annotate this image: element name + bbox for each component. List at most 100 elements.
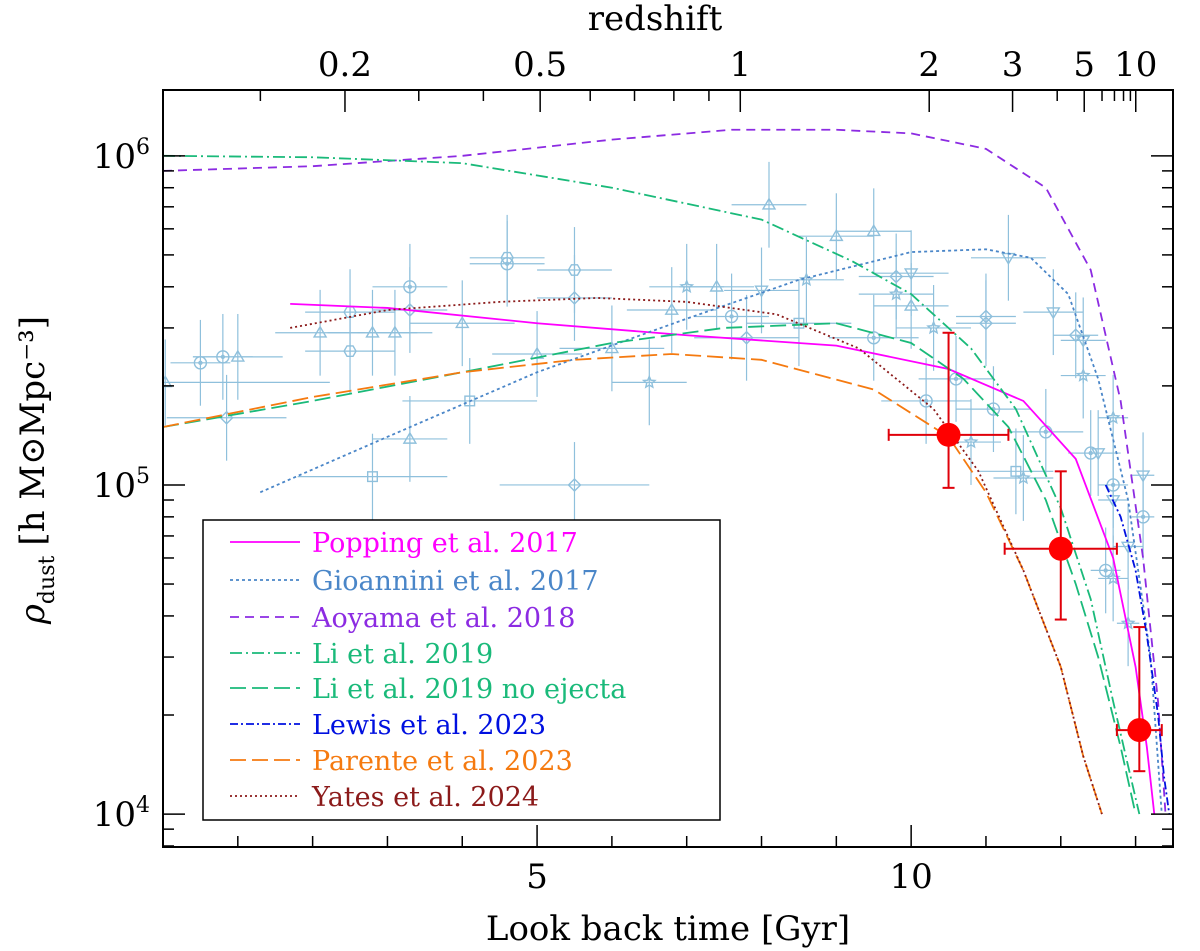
obs-marker: [365, 325, 380, 338]
x-tick-label: 10: [890, 857, 933, 897]
observation-point: [1008, 388, 1084, 475]
highlight-marker: [1127, 718, 1152, 743]
highlight-marker: [936, 422, 961, 447]
series-line: [259, 248, 1163, 815]
observation-point: [499, 442, 650, 528]
top-axis-label: redshift: [588, 0, 723, 39]
observation-point: [858, 233, 934, 320]
highlight-point: [887, 331, 1010, 489]
highlight-marker: [1048, 536, 1073, 561]
legend-label: Popping et al. 2017: [312, 528, 578, 559]
obs-marker: [829, 228, 844, 242]
top-tick-label: 3: [1002, 45, 1024, 85]
legend-label: Li et al. 2019: [312, 639, 493, 670]
obs-marker: [464, 395, 476, 407]
plot-area: [163, 128, 1171, 815]
obs-marker: [343, 345, 357, 358]
legend-entry: Aoyama et al. 2018: [230, 603, 575, 634]
obs-marker: [664, 302, 679, 315]
y-axis-label: ρdust [h M⊙Mpc⁻³]: [13, 316, 60, 625]
observation-point: [357, 289, 433, 376]
obs-marker: [504, 261, 510, 266]
top-tick-label: 2: [918, 45, 940, 85]
observation-point: [798, 193, 874, 280]
obs-marker: [903, 268, 919, 281]
series-line: [290, 297, 1103, 815]
observation-point: [1060, 332, 1106, 419]
observation-point: [746, 280, 852, 367]
observation-point: [694, 294, 799, 381]
observation-point: [1053, 292, 1099, 379]
obs-marker: [1010, 465, 1022, 477]
y-tick-label: 105: [93, 464, 150, 506]
obs-marker: [455, 315, 470, 329]
observation-point: [724, 247, 799, 334]
obs-marker: [567, 290, 582, 305]
legend-entry: Popping et al. 2017: [230, 528, 578, 559]
obs-marker: [919, 394, 933, 408]
observation-point: [166, 374, 287, 461]
observation-point: [731, 161, 807, 248]
minor-ticks: [163, 90, 1173, 847]
legend-entry: Li et al. 2019: [230, 639, 493, 670]
obs-marker: [729, 314, 734, 319]
obs-marker: [871, 335, 876, 340]
obs-marker: [500, 257, 514, 271]
legend-entry: Li et al. 2019 no ejecta: [230, 674, 626, 705]
obs-marker: [1015, 470, 1031, 485]
series-line: [163, 322, 1137, 815]
x-tick-label: 5: [526, 857, 548, 897]
observation-point: [836, 188, 912, 275]
observation-point: [305, 308, 395, 395]
legend-label: Lewis et al. 2023: [312, 710, 546, 741]
obs-marker: [1090, 448, 1106, 461]
top-axis-ticks: 0.2 0.5 1 2 3 5 10: [318, 45, 1157, 85]
obs-marker: [953, 376, 959, 382]
legend-entry: Gioannini et al. 2017: [230, 566, 599, 597]
top-tick-label: 10: [1114, 45, 1157, 85]
obs-marker: [986, 402, 1001, 416]
observation-point: [828, 294, 919, 381]
observation-point: [956, 366, 1031, 453]
legend-box: [202, 519, 721, 821]
svg-text:ρdust[h M⊙Mpc⁻³]: ρdust [h M⊙Mpc⁻³]: [13, 316, 60, 625]
obs-marker: [761, 197, 777, 210]
series-line: [163, 154, 1141, 815]
obs-marker: [754, 285, 769, 298]
series-line: [290, 302, 1156, 815]
obs-marker: [739, 330, 754, 345]
observation-point: [297, 433, 448, 520]
top-tick-label: 1: [729, 45, 751, 85]
legend-entry: Parente et al. 2023: [230, 746, 573, 777]
top-tick-label: 5: [1073, 45, 1095, 85]
observation-point: [956, 280, 1016, 367]
observation-point: [769, 236, 844, 323]
legend-label: Parente et al. 2023: [312, 746, 573, 777]
legend: Popping et al. 2017 Gioannini et al. 2017…: [202, 519, 721, 821]
y-axis-label-unit: [h M⊙Mpc⁻³]: [13, 316, 53, 546]
series-line: [163, 128, 1167, 815]
legend-entry: Yates et al. 2024: [230, 782, 539, 813]
obs-marker: [793, 317, 805, 329]
obs-marker: [1120, 615, 1136, 630]
obs-marker: [866, 223, 881, 237]
obs-marker: [1075, 367, 1091, 382]
obs-marker: [230, 349, 246, 362]
obs-marker: [923, 398, 929, 404]
observation-point: [1131, 473, 1155, 560]
observation-point: [896, 285, 971, 371]
observation-point: [993, 435, 1054, 521]
obs-marker: [1068, 328, 1083, 343]
obs-marker: [724, 309, 739, 324]
obs-marker: [798, 272, 814, 287]
y-tick-label: 106: [93, 135, 150, 177]
obs-marker: [679, 278, 695, 294]
obs-marker: [604, 340, 620, 354]
obs-marker: [366, 471, 378, 483]
legend-label: Li et al. 2019 no ejecta: [312, 674, 626, 705]
obs-marker: [1140, 514, 1146, 520]
observation-point: [372, 396, 448, 482]
obs-marker: [1105, 409, 1121, 425]
obs-marker: [641, 374, 657, 389]
